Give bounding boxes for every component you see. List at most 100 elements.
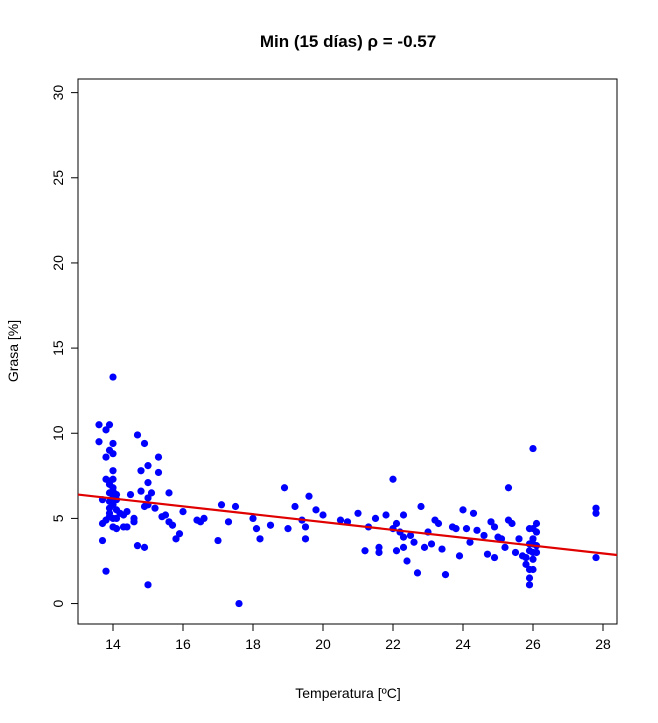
data-point	[140, 543, 149, 551]
data-point	[102, 453, 110, 461]
data-point	[214, 536, 222, 545]
data-point	[406, 531, 415, 540]
data-point	[144, 494, 152, 502]
data-point	[504, 484, 513, 492]
x-tick-label: 28	[595, 636, 611, 652]
data-point	[375, 543, 383, 551]
data-point	[217, 501, 226, 509]
data-point	[109, 467, 117, 475]
data-point	[179, 507, 187, 516]
data-point	[224, 518, 233, 526]
data-point	[532, 548, 541, 557]
data-point	[231, 502, 240, 511]
y-tick-label: 0	[50, 599, 66, 607]
data-point	[399, 511, 408, 519]
data-point	[126, 490, 135, 499]
data-point	[532, 528, 541, 536]
data-point	[95, 421, 103, 429]
data-point	[105, 421, 114, 429]
data-point	[133, 431, 142, 439]
data-point	[441, 571, 450, 579]
y-axis-label: Grasa [%]	[5, 320, 21, 382]
x-axis: 14 16 18 20 22 24 26 28	[105, 624, 611, 652]
data-point	[154, 453, 163, 461]
data-point	[137, 487, 145, 495]
data-point	[109, 484, 117, 492]
data-point	[147, 489, 156, 497]
data-point	[592, 553, 600, 562]
data-point	[392, 547, 401, 555]
x-tick-label: 24	[455, 636, 471, 652]
data-point	[389, 475, 397, 483]
data-point	[375, 548, 383, 557]
data-point	[305, 492, 313, 500]
data-point	[529, 555, 537, 563]
data-point	[455, 552, 464, 560]
data-point	[144, 479, 152, 487]
y-tick-label: 25	[50, 170, 66, 186]
data-point	[529, 444, 537, 453]
data-point	[522, 560, 530, 568]
data-point	[144, 462, 152, 470]
data-point	[112, 525, 121, 533]
data-point	[529, 565, 537, 574]
y-tick-label: 20	[50, 255, 66, 271]
data-point	[487, 518, 495, 526]
regression-line-group	[77, 493, 618, 557]
data-point	[301, 523, 310, 531]
data-point	[235, 599, 243, 608]
data-point	[525, 547, 534, 555]
y-tick-label: 10	[50, 425, 66, 441]
data-point	[112, 514, 121, 523]
data-point	[109, 373, 117, 381]
chart-title: Min (15 días) ρ = -0.57	[260, 32, 436, 51]
data-point	[130, 518, 138, 526]
data-point	[490, 553, 499, 562]
data-point	[256, 535, 264, 543]
data-point	[508, 519, 516, 528]
data-point	[102, 426, 110, 434]
data-point	[266, 521, 275, 529]
data-point	[469, 509, 478, 517]
data-point	[427, 540, 436, 548]
data-point	[413, 569, 422, 577]
data-point	[529, 535, 537, 543]
data-point	[102, 475, 110, 483]
x-tick-label: 20	[315, 636, 331, 652]
data-point	[280, 484, 289, 492]
data-point	[399, 533, 408, 541]
data-point	[109, 475, 117, 483]
data-point	[438, 545, 446, 553]
data-point	[112, 490, 121, 499]
data-point	[319, 511, 327, 519]
data-point	[434, 519, 443, 528]
data-point	[172, 535, 180, 543]
data-point	[592, 504, 600, 512]
data-point	[452, 525, 460, 533]
y-tick-label: 30	[50, 85, 66, 101]
regression-line	[77, 493, 618, 557]
data-point	[336, 516, 345, 524]
y-tick-label: 15	[50, 340, 66, 356]
data-point	[123, 507, 131, 516]
data-point	[410, 538, 418, 546]
data-point	[133, 542, 142, 550]
data-point	[98, 536, 107, 545]
data-point	[291, 502, 299, 511]
data-point	[473, 526, 481, 534]
data-point	[175, 530, 184, 538]
x-tick-label: 16	[175, 636, 191, 652]
data-point	[511, 548, 520, 557]
data-point	[361, 547, 369, 555]
data-point	[417, 502, 425, 511]
data-point	[371, 514, 380, 523]
data-point	[109, 501, 117, 509]
data-point	[392, 519, 401, 528]
data-point	[109, 450, 117, 458]
data-point	[165, 489, 173, 497]
data-point	[151, 504, 159, 512]
data-point	[525, 581, 534, 589]
data-point	[137, 467, 145, 475]
data-point	[249, 514, 257, 523]
